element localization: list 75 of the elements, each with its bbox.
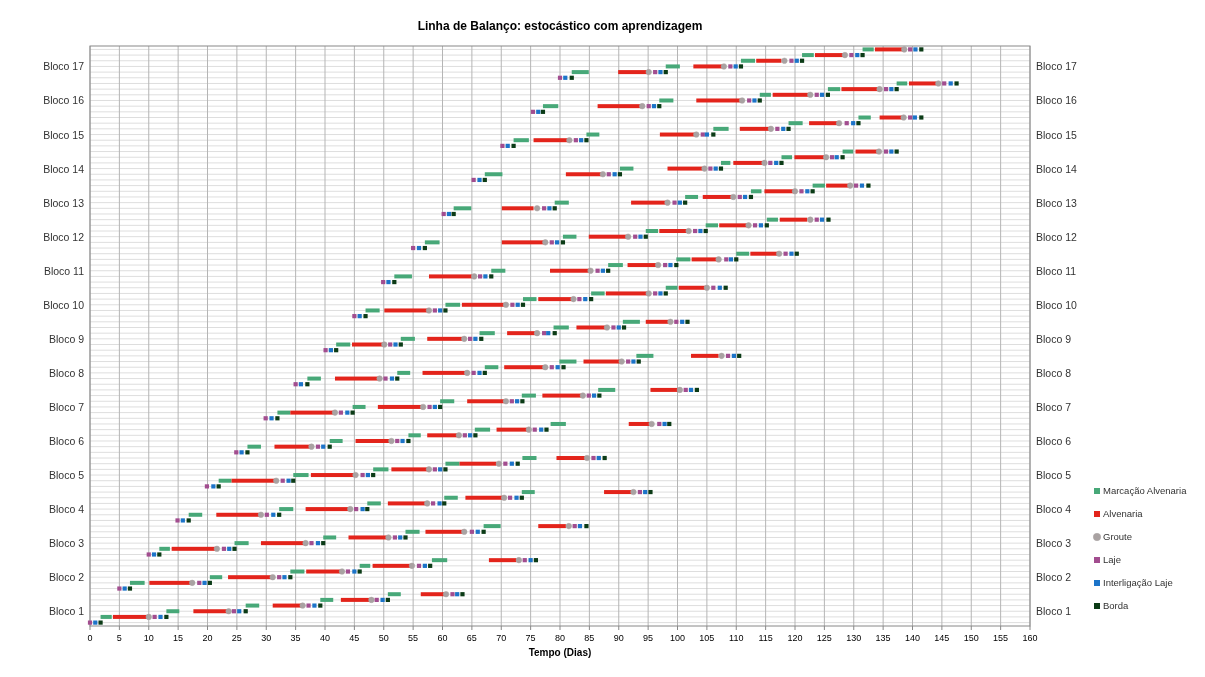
x-tick-label: 40: [319, 633, 331, 643]
y-tick-label: Bloco 12: [1036, 230, 1078, 243]
category-label: Bloco 11: [43, 264, 84, 277]
x-axis-title: Tempo (Dias): [528, 647, 592, 658]
chart-title: Linha de Balanço: estocástico com aprendizagem: [417, 19, 703, 33]
x-tick-label: 80: [554, 633, 566, 643]
x-tick-label: 35: [290, 633, 301, 643]
x-tick-label: 95: [643, 633, 654, 643]
x-tick-label: 120: [787, 633, 803, 643]
x-tick-label: 55: [408, 633, 419, 643]
x-tick-label: 10: [143, 633, 154, 643]
x-tick-label: 135: [875, 633, 891, 643]
category-label: Bloco 8: [48, 366, 84, 379]
y-tick-label: Bloco 5: [1036, 469, 1072, 482]
x-tick-label: 65: [466, 633, 477, 643]
y-tick-label: Bloco 16: [1036, 94, 1078, 107]
x-tick-label: 150: [963, 633, 979, 643]
category-label: Bloco 4: [48, 503, 84, 516]
x-tick-label: 30: [261, 633, 272, 643]
x-tick-label: 105: [699, 633, 715, 643]
legend-label: Groute: [1103, 531, 1133, 542]
x-tick-label: 125: [816, 633, 832, 643]
legend-label: Interligação Laje: [1103, 577, 1173, 588]
legend-label: Marcação Alvenaria: [1103, 485, 1188, 496]
x-tick-label: 45: [349, 633, 360, 643]
legend-label: Laje: [1103, 554, 1121, 565]
y-tick-label: Bloco 7: [1036, 400, 1072, 413]
y-tick-label: Bloco 10: [1036, 298, 1078, 311]
y-tick-label: Bloco 2: [1036, 571, 1072, 584]
x-tick-label: 115: [758, 633, 773, 643]
x-tick-label: 140: [904, 633, 921, 643]
y-tick-label: Bloco 4: [1036, 503, 1072, 516]
x-tick-label: 110: [729, 633, 744, 643]
x-tick-label: 0: [87, 633, 93, 643]
x-tick-label: 90: [613, 633, 624, 643]
x-tick-label: 85: [584, 633, 595, 643]
x-tick-label: 160: [1022, 633, 1038, 643]
y-tick-label: Bloco 3: [1036, 537, 1072, 550]
y-tick-label: Bloco 11: [1036, 264, 1077, 277]
category-label: Bloco 5: [48, 469, 84, 482]
y-tick-label: Bloco 9: [1036, 332, 1072, 345]
y-tick-label: Bloco 8: [1036, 366, 1072, 379]
x-tick-label: 70: [496, 633, 507, 643]
category-label: Bloco 2: [48, 571, 84, 584]
y-tick-label: Bloco 17: [1036, 60, 1078, 73]
category-label: Bloco 16: [43, 94, 84, 107]
y-tick-label: Bloco 13: [1036, 196, 1078, 209]
x-tick-label: 50: [378, 633, 389, 643]
legend-label: Borda: [1103, 600, 1130, 611]
x-tick-label: 145: [934, 633, 950, 643]
category-label: Bloco 3: [48, 537, 84, 550]
y-tick-label: Bloco 15: [1036, 128, 1078, 141]
y-tick-label: Bloco 1: [1036, 605, 1072, 618]
x-tick-label: 25: [231, 633, 242, 643]
x-tick-label: 5: [116, 633, 122, 643]
y-tick-label: Bloco 14: [1036, 162, 1078, 175]
x-tick-label: 155: [993, 633, 1009, 643]
x-tick-label: 15: [173, 633, 184, 643]
category-label: Bloco 12: [43, 230, 84, 243]
x-tick-label: 20: [202, 633, 213, 643]
category-label: Bloco 6: [48, 434, 84, 447]
category-label: Bloco 10: [43, 298, 84, 311]
category-label: Bloco 13: [43, 196, 84, 209]
x-tick-label: 130: [846, 633, 862, 643]
legend-label: Alvenaria: [1103, 508, 1144, 519]
y-tick-label: Bloco 6: [1036, 434, 1072, 447]
x-tick-label: 100: [669, 633, 686, 643]
category-label: Bloco 7: [48, 400, 84, 413]
category-label: Bloco 17: [43, 60, 84, 73]
category-label: Bloco 15: [43, 128, 84, 141]
x-tick-label: 60: [437, 633, 448, 643]
category-label: Bloco 9: [48, 332, 84, 345]
category-label: Bloco 1: [48, 605, 84, 618]
category-label: Bloco 14: [43, 162, 84, 175]
x-tick-label: 75: [525, 633, 536, 643]
